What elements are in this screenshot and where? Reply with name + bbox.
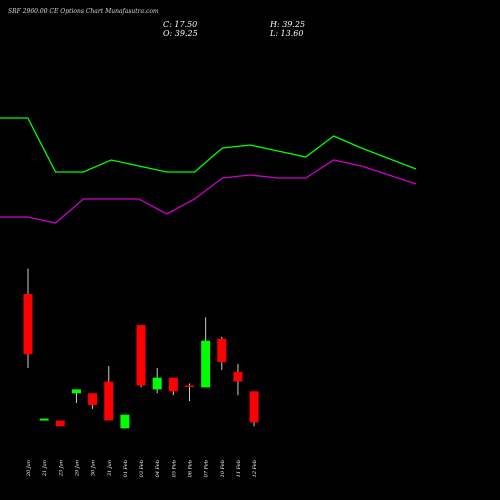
x-tick-label: 10 Feb	[220, 460, 226, 477]
candle-body	[249, 391, 259, 423]
x-tick-label: 21 Jan	[42, 460, 48, 477]
x-tick-label: 29 Jan	[74, 460, 80, 477]
candle-body	[152, 377, 162, 390]
x-tick-label: 20 Jan	[26, 460, 32, 477]
candle-body	[201, 340, 211, 388]
x-tick-label: 12 Feb	[252, 460, 258, 477]
x-tick-label: 30 Jan	[91, 460, 97, 476]
x-tick-label: 04 Feb	[155, 460, 161, 477]
candle-body	[217, 338, 227, 363]
candle-body	[233, 371, 243, 382]
x-tick-label: 06 Feb	[188, 460, 194, 477]
candle-body	[55, 420, 65, 427]
candle-body	[185, 385, 194, 387]
x-tick-label: 11 Feb	[236, 460, 242, 477]
candle-body	[120, 414, 130, 429]
candle-body	[88, 393, 98, 405]
high-value: H: 39.25	[270, 20, 306, 29]
indicator-line-1	[0, 117, 417, 173]
x-tick-label: 03 Feb	[139, 460, 145, 477]
x-tick-label: 07 Feb	[204, 460, 210, 477]
x-tick-label: 05 Feb	[171, 460, 177, 477]
candle-body	[23, 293, 33, 355]
chart-title: SRF 2960.00 CE Options Chart Munafasutra…	[8, 8, 159, 15]
candle-body	[136, 325, 146, 386]
low-value: L: 13.60	[270, 29, 304, 38]
candle-body	[39, 418, 49, 421]
open-value: O: 39.25	[163, 29, 198, 38]
candle-body	[168, 377, 178, 392]
candle-body	[104, 381, 114, 421]
x-tick-label: 23 Jan	[58, 460, 64, 477]
close-value: C: 17.50	[163, 20, 198, 29]
candle-body	[71, 389, 81, 394]
x-tick-label: 01 Feb	[123, 460, 129, 477]
indicator-line-2	[0, 159, 417, 224]
x-tick-label: 31 Jan	[107, 460, 113, 476]
